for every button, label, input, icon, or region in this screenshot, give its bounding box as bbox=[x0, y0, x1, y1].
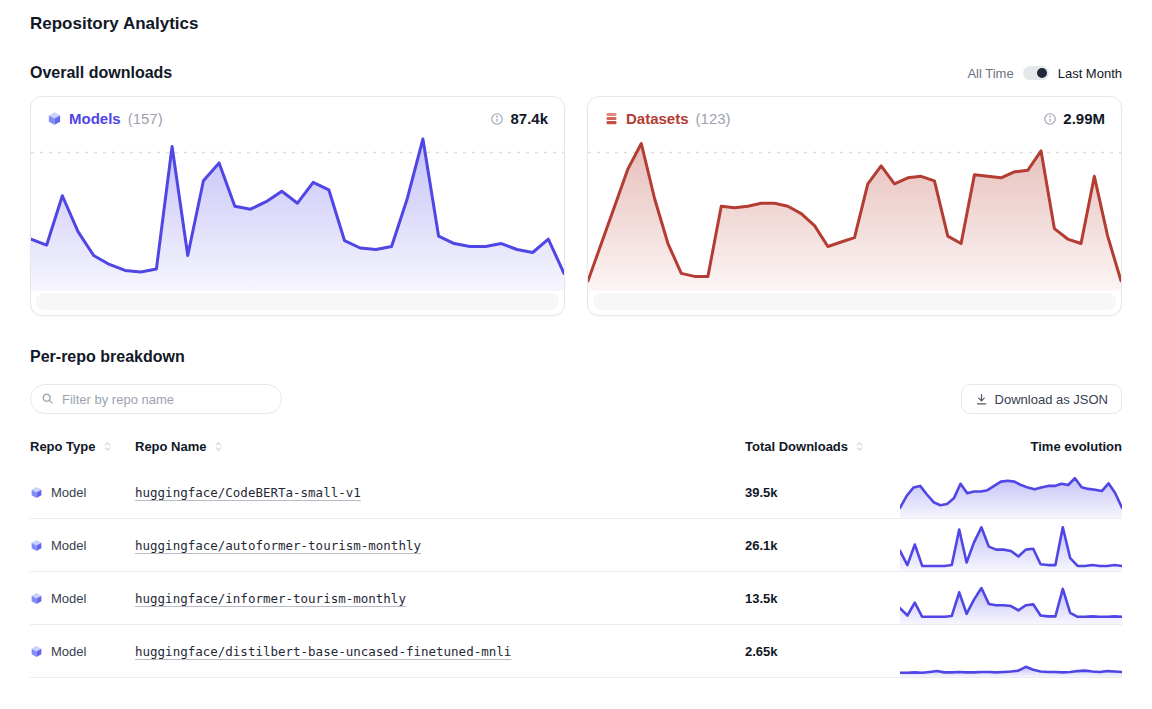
toggle-knob bbox=[1037, 68, 1047, 78]
sort-icon[interactable] bbox=[102, 441, 113, 452]
repo-downloads-sparkline bbox=[900, 525, 1122, 571]
datasets-card-count: (123) bbox=[696, 110, 731, 127]
toggle-option-last-month[interactable]: Last Month bbox=[1058, 66, 1122, 81]
models-card-count: (157) bbox=[128, 110, 163, 127]
table-row: Model huggingface/distilbert-base-uncase… bbox=[30, 625, 1122, 678]
download-icon bbox=[975, 393, 988, 406]
info-icon[interactable] bbox=[490, 112, 504, 126]
download-json-button[interactable]: Download as JSON bbox=[961, 384, 1122, 414]
model-cube-icon bbox=[47, 111, 62, 126]
toggle-switch[interactable] bbox=[1023, 66, 1049, 80]
datasets-card-label: Datasets bbox=[626, 110, 689, 127]
per-repo-breakdown-heading: Per-repo breakdown bbox=[30, 348, 185, 366]
models-total-downloads: 87.4k bbox=[510, 110, 548, 127]
dataset-icon bbox=[604, 111, 619, 126]
models-card-label: Models bbox=[69, 110, 121, 127]
header-time-evolution: Time evolution bbox=[1031, 439, 1123, 454]
repo-downloads-sparkline bbox=[900, 472, 1122, 518]
datasets-downloads-card: Datasets (123) 2.99M bbox=[587, 96, 1122, 316]
info-icon[interactable] bbox=[1043, 112, 1057, 126]
repo-name-link[interactable]: huggingface/autoformer-tourism-monthly bbox=[135, 538, 745, 553]
repo-name-link[interactable]: huggingface/CodeBERTa-small-v1 bbox=[135, 485, 745, 500]
sort-icon[interactable] bbox=[213, 441, 224, 452]
model-cube-icon bbox=[30, 592, 43, 605]
models-downloads-card: Models (157) 87.4k bbox=[30, 96, 565, 316]
toggle-option-all-time[interactable]: All Time bbox=[967, 66, 1013, 81]
repo-name-link[interactable]: huggingface/distilbert-base-uncased-fine… bbox=[135, 644, 745, 659]
header-repo-type: Repo Type bbox=[30, 439, 96, 454]
search-icon bbox=[41, 392, 54, 405]
header-total-downloads: Total Downloads bbox=[745, 439, 848, 454]
overall-downloads-heading: Overall downloads bbox=[30, 64, 172, 82]
header-repo-name: Repo Name bbox=[135, 439, 207, 454]
model-cube-icon bbox=[30, 486, 43, 499]
analytics-page: Repository Analytics Overall downloads A… bbox=[0, 0, 1152, 678]
repo-type-label: Model bbox=[51, 538, 86, 553]
time-range-toggle[interactable]: All Time Last Month bbox=[967, 66, 1122, 81]
table-header-row: Repo Type Repo Name Total Downloads Time… bbox=[30, 426, 1122, 466]
models-chart-footer-strip bbox=[36, 293, 559, 310]
per-repo-table: Repo Type Repo Name Total Downloads Time… bbox=[30, 426, 1122, 678]
table-row: Model huggingface/informer-tourism-month… bbox=[30, 572, 1122, 625]
sort-icon[interactable] bbox=[854, 441, 865, 452]
datasets-chart-footer-strip bbox=[593, 293, 1116, 310]
download-json-label: Download as JSON bbox=[995, 392, 1108, 407]
repo-total-downloads: 39.5k bbox=[745, 485, 895, 500]
model-cube-icon bbox=[30, 539, 43, 552]
datasets-downloads-chart bbox=[588, 131, 1121, 291]
repo-total-downloads: 13.5k bbox=[745, 591, 895, 606]
page-title: Repository Analytics bbox=[30, 14, 1122, 34]
repo-downloads-sparkline bbox=[900, 631, 1122, 677]
models-downloads-chart bbox=[31, 131, 564, 291]
repo-type-label: Model bbox=[51, 644, 86, 659]
datasets-total-downloads: 2.99M bbox=[1063, 110, 1105, 127]
repo-total-downloads: 2.65k bbox=[745, 644, 895, 659]
table-row: Model huggingface/CodeBERTa-small-v1 39.… bbox=[30, 466, 1122, 519]
repo-total-downloads: 26.1k bbox=[745, 538, 895, 553]
table-row: Model huggingface/autoformer-tourism-mon… bbox=[30, 519, 1122, 572]
repo-type-label: Model bbox=[51, 591, 86, 606]
repo-downloads-sparkline bbox=[900, 578, 1122, 624]
model-cube-icon bbox=[30, 645, 43, 658]
repo-type-label: Model bbox=[51, 485, 86, 500]
repo-name-link[interactable]: huggingface/informer-tourism-monthly bbox=[135, 591, 745, 606]
repo-filter-input[interactable] bbox=[30, 384, 282, 414]
